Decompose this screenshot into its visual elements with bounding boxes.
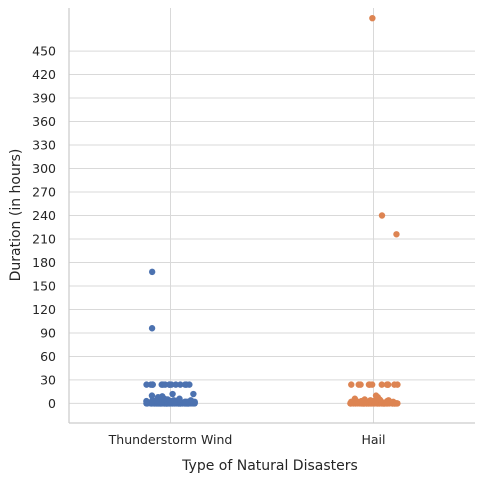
data-point [351, 395, 359, 402]
y-tick-label: 330 [32, 138, 56, 153]
y-tick-label: 90 [40, 325, 56, 340]
y-tick-label: 180 [32, 255, 56, 270]
data-point [190, 390, 197, 398]
y-tick-label: 300 [32, 161, 56, 176]
data-point [378, 381, 385, 388]
x-tick-label: Thunderstorm Wind [108, 432, 233, 447]
y-tick-label: 30 [40, 372, 56, 387]
y-tick-label: 390 [32, 91, 56, 106]
data-point [148, 268, 156, 276]
x-tick-labels: Thunderstorm Wind Hail [108, 432, 386, 447]
data-point [187, 397, 195, 404]
data-point [348, 381, 355, 388]
data-point [143, 397, 150, 405]
y-axis-label: Duration (in hours) [8, 149, 24, 282]
data-point [355, 381, 362, 388]
y-tick-label: 150 [32, 278, 56, 293]
data-point [372, 392, 380, 399]
data-point [148, 325, 156, 332]
data-point [172, 381, 179, 388]
data-point [186, 381, 193, 388]
y-tick-label: 450 [32, 44, 56, 59]
data-point [148, 392, 156, 399]
y-tick-label: 60 [40, 349, 56, 364]
x-axis-label: Type of Natural Disasters [181, 458, 358, 474]
data-point [391, 381, 398, 388]
y-tick-label: 120 [32, 302, 56, 317]
grid-lines [69, 8, 475, 423]
y-tick-label: 360 [32, 114, 56, 129]
y-tick-label: 240 [32, 208, 56, 223]
data-point [149, 381, 156, 388]
y-tick-label: 210 [32, 231, 56, 246]
data-point [161, 381, 169, 388]
data-point [170, 397, 178, 404]
data-point [159, 393, 166, 400]
y-tick-label: 420 [32, 67, 56, 82]
y-tick-labels: 0 30 60 90 120 150 180 210 240 270 300 330 360 390 420… [32, 44, 56, 411]
data-point [369, 14, 376, 22]
data-point [176, 395, 183, 402]
data-point [385, 397, 392, 404]
y-tick-label: 0 [48, 396, 56, 411]
x-tick-label: Hail [361, 432, 385, 447]
data-points [143, 14, 401, 407]
data-point [368, 381, 376, 388]
data-point [169, 390, 176, 398]
data-point [177, 381, 184, 388]
y-tick-label: 270 [32, 185, 56, 200]
data-point [378, 212, 386, 219]
data-point [384, 381, 392, 388]
data-point [361, 396, 368, 403]
data-point [367, 397, 374, 404]
data-point [393, 231, 400, 238]
